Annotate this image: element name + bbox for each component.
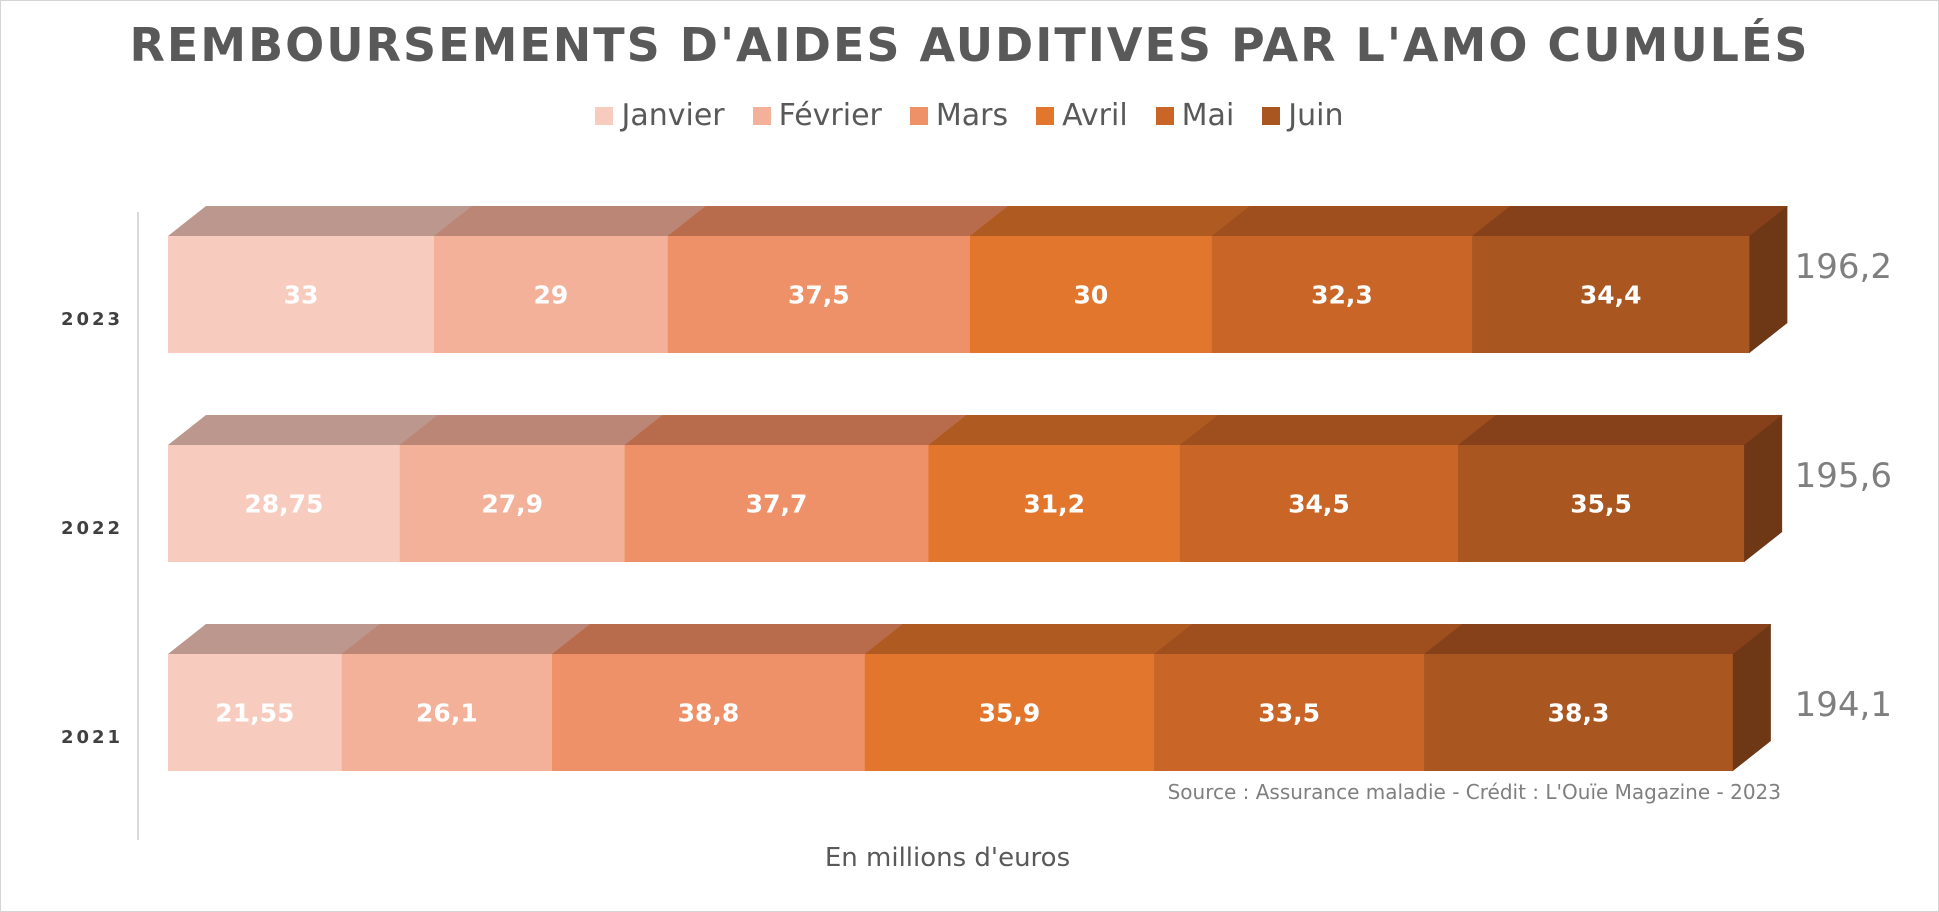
legend-swatch — [909, 106, 928, 125]
bar-top-2021-4 — [1154, 624, 1463, 654]
bar-top-2022-4 — [1179, 415, 1497, 445]
bar-top-2021-2 — [552, 624, 904, 654]
legend-item-3: Avril — [1036, 98, 1128, 133]
legend: Janvier Février Mars Avril Mai Juin — [0, 98, 1939, 133]
data-label-2023-4: 32,3 — [1311, 281, 1373, 310]
data-label-2023-0: 33 — [284, 281, 319, 310]
legend-label: Avril — [1062, 98, 1128, 133]
data-label-2023-1: 29 — [533, 281, 568, 310]
data-label-2021-1: 26,1 — [416, 699, 478, 728]
bar-top-2022-3 — [928, 415, 1219, 445]
bar-segment-2022-0 — [168, 445, 401, 562]
bar-top-2022-1 — [399, 415, 664, 445]
data-label-2021-2: 38,8 — [678, 699, 740, 728]
bar-top-2023-4 — [1211, 206, 1511, 236]
bar-segment-2021-3 — [864, 654, 1155, 771]
category-label-2023: 2023 — [61, 309, 123, 330]
bar-segment-2021-5 — [1424, 654, 1734, 771]
total-label-2021: 194,1 — [1795, 685, 1892, 725]
data-label-2021-4: 33,5 — [1258, 699, 1320, 728]
data-label-2021-3: 35,9 — [979, 699, 1041, 728]
bar-side-2021 — [1732, 624, 1771, 771]
bar-segment-2021-1 — [341, 654, 553, 771]
chart-title: REMBOURSEMENTS D'AIDES AUDITIVES PAR L'A… — [129, 18, 1810, 72]
data-label-2021-0: 21,55 — [215, 699, 294, 728]
data-label-2023-3: 30 — [1073, 281, 1108, 310]
data-label-2022-4: 34,5 — [1288, 490, 1350, 519]
category-label-2022: 2022 — [61, 518, 123, 539]
bar-segment-2022-5 — [1458, 445, 1745, 562]
data-label-2022-3: 31,2 — [1023, 490, 1085, 519]
legend-item-1: Février — [752, 98, 882, 133]
bar-side-2023 — [1749, 206, 1788, 353]
bar-segment-2022-1 — [399, 445, 626, 562]
legend-label: Juin — [1288, 98, 1344, 133]
bar-top-2021-3 — [864, 624, 1193, 654]
total-label-2023: 196,2 — [1795, 247, 1892, 287]
bar-segment-2021-2 — [552, 654, 866, 771]
bar-top-2021-5 — [1424, 624, 1772, 654]
data-label-2023-5: 34,4 — [1580, 281, 1642, 310]
data-label-2021-5: 38,3 — [1548, 699, 1610, 728]
data-label-2022-5: 35,5 — [1570, 490, 1632, 519]
bar-segment-2023-4 — [1211, 236, 1473, 353]
source-credit: Source : Assurance maladie - Crédit : L'… — [1167, 780, 1781, 804]
legend-label: Mars — [935, 98, 1009, 133]
bar-top-2022-2 — [624, 415, 968, 445]
bar-segment-2023-0 — [168, 236, 435, 353]
legend-swatch — [1036, 106, 1055, 125]
bar-side-2022 — [1744, 415, 1783, 562]
category-label-2021: 2021 — [61, 727, 123, 748]
data-label-2022-0: 28,75 — [244, 490, 323, 519]
bar-segment-2023-5 — [1472, 236, 1750, 353]
total-label-2022: 195,6 — [1795, 456, 1892, 496]
legend-label: Janvier — [621, 98, 725, 133]
bar-top-2021-1 — [341, 624, 591, 654]
x-axis-label: En millions d'euros — [824, 843, 1071, 873]
bar-top-2022-5 — [1458, 415, 1783, 445]
bar-segment-2021-4 — [1154, 654, 1425, 771]
bar-segment-2023-2 — [667, 236, 971, 353]
bar-top-2023-2 — [667, 206, 1009, 236]
bar-segment-2022-3 — [928, 445, 1181, 562]
legend-swatch — [595, 106, 614, 125]
bar-segment-2021-0 — [168, 654, 343, 771]
bar-segment-2023-1 — [433, 236, 669, 353]
data-label-2022-1: 27,9 — [481, 490, 543, 519]
legend-swatch — [1155, 106, 1174, 125]
bar-top-2021-0 — [168, 624, 381, 654]
legend-swatch — [1262, 106, 1281, 125]
bar-top-2023-3 — [969, 206, 1251, 236]
bar-segment-2022-2 — [624, 445, 930, 562]
legend-item-5: Juin — [1262, 98, 1344, 133]
legend-label: Mai — [1181, 98, 1235, 133]
legend-label: Février — [778, 98, 882, 133]
legend-swatch — [752, 106, 771, 125]
legend-item-0: Janvier — [595, 98, 725, 133]
bar-top-2023-1 — [433, 206, 707, 236]
bar-top-2022-0 — [168, 415, 439, 445]
data-label-2022-2: 37,7 — [746, 490, 808, 519]
bar-top-2023-5 — [1472, 206, 1788, 236]
bar-top-2023-0 — [168, 206, 473, 236]
legend-item-4: Mai — [1155, 98, 1235, 133]
data-label-2023-2: 37,5 — [788, 281, 850, 310]
bar-segment-2023-3 — [969, 236, 1213, 353]
legend-item-2: Mars — [909, 98, 1009, 133]
bar-segment-2022-4 — [1179, 445, 1459, 562]
